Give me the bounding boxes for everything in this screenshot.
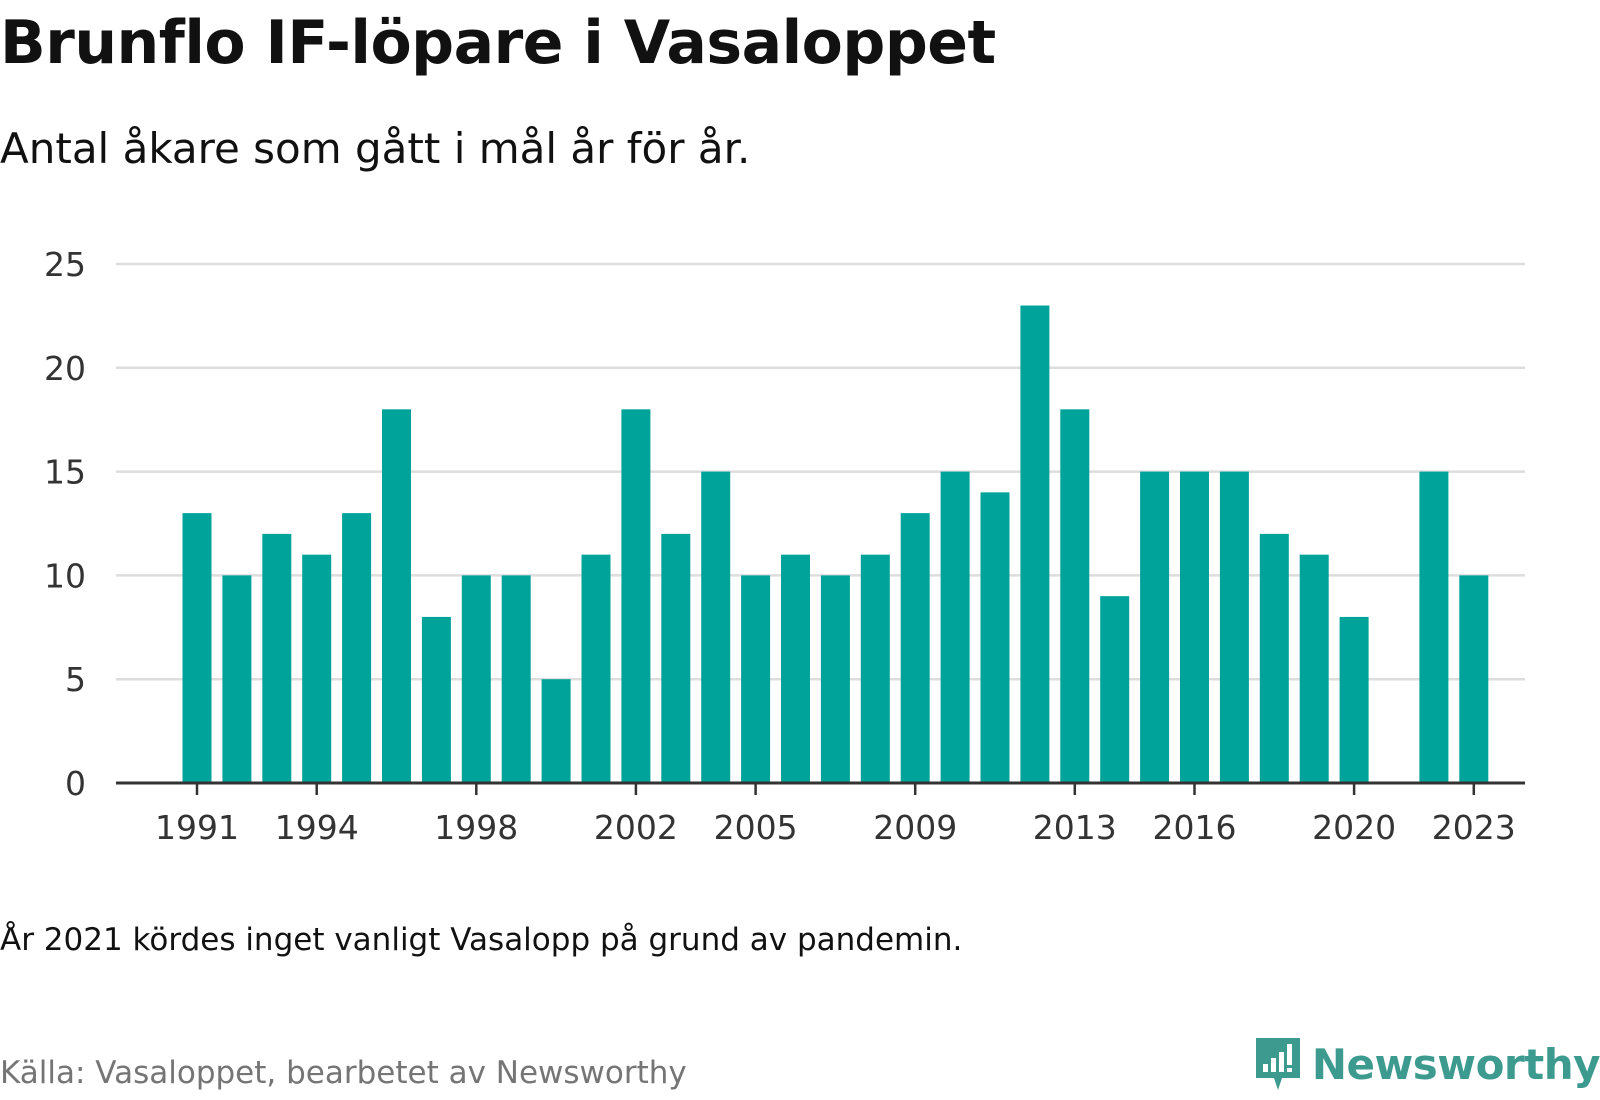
x-tick-label: 2023 (1432, 808, 1516, 847)
y-tick-label: 10 (44, 556, 86, 595)
x-tick-label: 1994 (275, 808, 359, 847)
y-tick-label: 25 (44, 245, 86, 284)
bar-2012 (1020, 305, 1050, 783)
bar-1998 (461, 575, 491, 783)
bar-2001 (581, 554, 611, 783)
bar-1999 (501, 575, 531, 783)
bar-1994 (302, 554, 332, 783)
newsworthy-chart-bubble-icon (1255, 1038, 1300, 1090)
bar-2023 (1459, 575, 1489, 783)
bars (182, 305, 1489, 783)
bar-2020 (1339, 616, 1369, 783)
brand-logo: Newsworthy (1252, 1034, 1600, 1094)
bar-2009 (900, 513, 930, 783)
bar-2003 (661, 533, 691, 783)
y-tick-label: 5 (65, 660, 86, 699)
bar-1991 (182, 513, 212, 783)
bar-2010 (940, 471, 970, 783)
bar-2006 (781, 554, 810, 783)
brand-name: Newsworthy (1311, 1039, 1600, 1089)
bar-1997 (421, 616, 451, 783)
y-tick-label: 0 (65, 764, 86, 803)
bar-2014 (1100, 596, 1130, 783)
bar-2008 (860, 554, 890, 783)
bar-2019 (1299, 554, 1329, 783)
bar-2017 (1219, 471, 1249, 783)
chart-title: Brunflo IF-löpare i Vasaloppet (0, 8, 996, 78)
x-tick-label: 2020 (1312, 808, 1396, 847)
bar-2005 (741, 575, 771, 783)
bar-1996 (382, 409, 411, 783)
x-tick-label: 2013 (1033, 808, 1117, 847)
bar-1995 (342, 513, 372, 783)
bar-2016 (1180, 471, 1209, 783)
y-tick-label: 20 (44, 349, 86, 388)
x-axis-ticks: 1991 1994 1998 2002 2005 2009 2013 2016 2020 2023 (155, 783, 1516, 847)
footnote: År 2021 kördes inget vanligt Vasalopp på… (0, 922, 963, 958)
x-tick-label: 2016 (1153, 808, 1237, 847)
bar-2007 (820, 575, 850, 783)
bar-2022 (1419, 471, 1449, 783)
source-credit: Källa: Vasaloppet, bearbetet av Newswort… (0, 1055, 687, 1091)
bar-2015 (1140, 471, 1170, 783)
x-tick-label: 2005 (714, 808, 798, 847)
x-tick-label: 1998 (434, 808, 518, 847)
bar-2000 (541, 679, 571, 783)
x-tick-label: 2002 (594, 808, 678, 847)
bar-chart: 0 5 10 15 20 25 1991 1994 1998 2002 2005 2009 2013 2… (44, 245, 1525, 847)
y-axis-ticks: 0 5 10 15 20 25 (44, 245, 86, 803)
y-tick-label: 15 (44, 453, 86, 492)
bar-1993 (262, 533, 292, 783)
bar-2013 (1060, 409, 1090, 783)
bar-2011 (980, 492, 1010, 783)
bar-1992 (222, 575, 252, 783)
x-tick-label: 2009 (873, 808, 957, 847)
bar-2018 (1259, 533, 1289, 783)
bar-2004 (701, 471, 731, 783)
bar-2002 (621, 409, 651, 783)
chart-subtitle: Antal åkare som gått i mål år för år. (0, 124, 751, 173)
x-tick-label: 1991 (155, 808, 239, 847)
